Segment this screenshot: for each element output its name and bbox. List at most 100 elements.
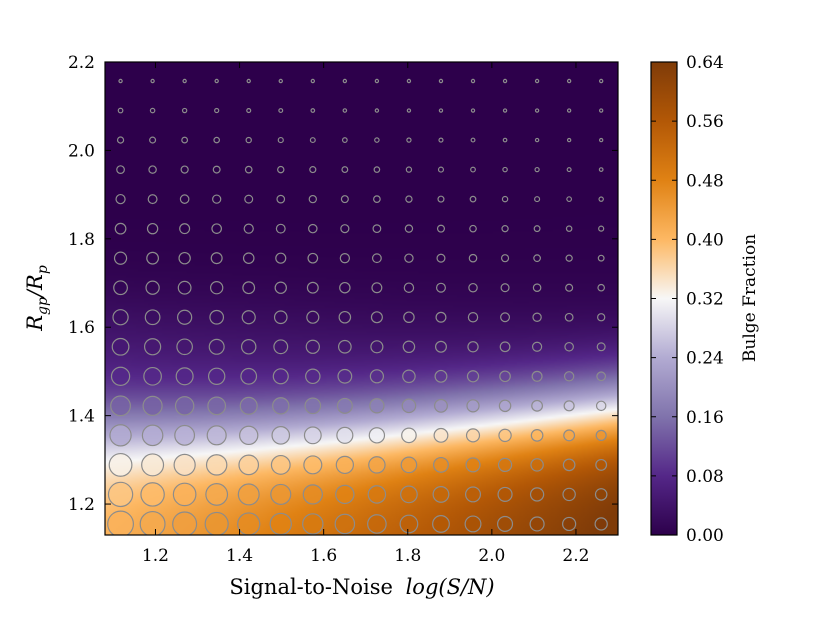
data-marker — [471, 167, 476, 172]
data-marker — [535, 197, 540, 202]
data-marker — [375, 109, 378, 112]
x-tick-label: 2.2 — [562, 546, 589, 566]
data-marker — [207, 426, 226, 445]
data-marker — [211, 253, 222, 264]
data-marker — [244, 253, 254, 263]
colorbar-tick-label: 0.64 — [686, 53, 724, 73]
data-marker — [566, 226, 571, 231]
data-marker — [212, 224, 221, 233]
data-marker — [108, 482, 132, 506]
y-tick-label: 2.0 — [68, 141, 95, 161]
data-marker — [271, 484, 291, 504]
data-marker — [502, 255, 509, 262]
data-marker — [178, 281, 191, 294]
data-marker — [439, 109, 442, 112]
data-marker — [433, 516, 450, 533]
data-marker — [467, 400, 479, 412]
data-marker — [273, 398, 289, 414]
data-marker — [532, 401, 543, 412]
data-marker — [307, 282, 318, 293]
data-marker — [400, 515, 418, 533]
data-marker — [407, 79, 410, 82]
colorbar-tick-label: 0.48 — [686, 171, 724, 191]
data-marker — [498, 487, 512, 501]
data-marker — [374, 167, 379, 172]
data-marker — [238, 513, 260, 535]
data-marker — [339, 312, 350, 323]
data-marker — [247, 109, 251, 113]
data-marker — [435, 370, 447, 382]
data-marker — [239, 455, 258, 474]
data-marker — [467, 371, 478, 382]
data-marker — [503, 138, 507, 142]
data-marker — [598, 285, 604, 291]
data-marker — [599, 168, 603, 172]
data-marker — [179, 253, 190, 264]
data-marker — [303, 485, 322, 504]
data-marker — [530, 517, 544, 531]
data-marker — [242, 340, 256, 354]
data-marker — [467, 429, 480, 442]
data-marker — [501, 284, 509, 292]
data-marker — [563, 517, 576, 530]
data-marker — [438, 196, 444, 202]
data-marker — [149, 166, 156, 173]
data-marker — [173, 512, 197, 536]
data-marker — [598, 255, 604, 261]
data-marker — [340, 283, 350, 293]
data-marker — [276, 224, 285, 233]
data-marker — [535, 168, 539, 172]
data-marker — [500, 342, 510, 352]
data-marker — [368, 486, 385, 503]
data-marker — [183, 79, 186, 82]
data-marker — [311, 109, 315, 113]
data-marker — [374, 196, 381, 203]
y-axis-label-sub1: gp — [35, 297, 51, 315]
x-axis-label-math: log(S/N) — [406, 575, 495, 599]
data-marker — [111, 367, 129, 385]
data-marker — [466, 487, 481, 502]
data-marker — [563, 459, 575, 471]
data-marker — [370, 399, 384, 413]
data-marker — [375, 79, 378, 82]
data-marker — [597, 372, 606, 381]
data-marker — [436, 341, 447, 352]
data-marker — [375, 138, 379, 142]
data-marker — [434, 429, 448, 443]
data-marker — [246, 137, 251, 142]
data-marker — [145, 310, 160, 325]
x-tick-label: 1.4 — [226, 546, 253, 566]
data-marker — [147, 224, 157, 234]
data-marker — [109, 454, 132, 477]
data-marker — [118, 108, 123, 113]
data-marker — [310, 138, 315, 143]
data-marker — [339, 341, 352, 354]
data-marker — [533, 284, 540, 291]
data-marker — [209, 339, 224, 354]
data-marker — [178, 310, 192, 324]
data-marker — [272, 427, 289, 444]
data-marker — [600, 79, 603, 82]
data-marker — [436, 312, 446, 322]
data-marker — [405, 254, 413, 262]
data-marker — [175, 426, 195, 446]
y-tick-label: 1.6 — [68, 318, 95, 338]
data-marker — [568, 138, 571, 141]
colorbar-tick-label: 0.40 — [686, 230, 724, 250]
data-marker — [568, 79, 571, 82]
data-marker — [278, 166, 284, 172]
data-marker — [309, 196, 316, 203]
data-marker — [273, 369, 288, 384]
data-marker — [535, 79, 538, 82]
y-tick-label: 1.2 — [68, 495, 95, 515]
data-marker — [502, 226, 508, 232]
data-marker — [180, 195, 188, 203]
data-marker — [565, 372, 574, 381]
data-marker — [343, 79, 346, 82]
data-marker — [402, 399, 415, 412]
data-marker — [240, 397, 257, 414]
y-axis-label-mid: /R — [23, 274, 47, 299]
data-marker — [499, 458, 512, 471]
data-marker — [118, 137, 124, 143]
y-axis-label-sub2: p — [35, 265, 51, 274]
